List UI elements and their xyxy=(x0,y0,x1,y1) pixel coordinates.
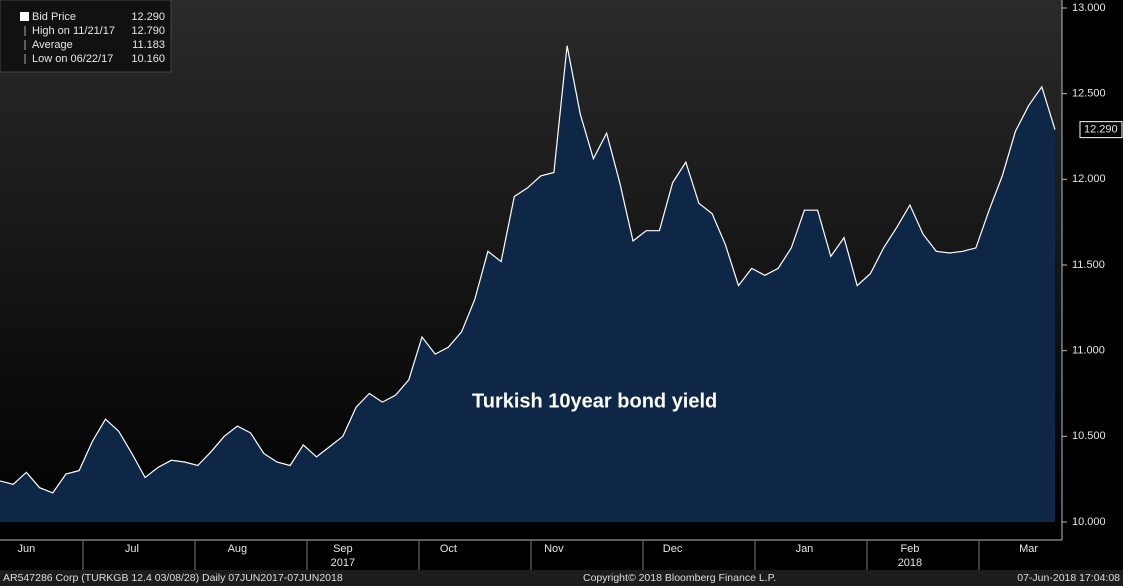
x-tick-label: Dec xyxy=(663,543,683,555)
x-tick-label: Sep xyxy=(333,543,353,555)
last-value-label: 12.290 xyxy=(1084,124,1118,136)
annotation: Turkish 10year bond yield xyxy=(472,390,717,412)
y-tick-label: 13.000 xyxy=(1072,2,1106,14)
y-tick-label: 10.000 xyxy=(1072,516,1106,528)
x-tick-label: Oct xyxy=(440,543,457,555)
footer-timestamp: 07-Jun-2018 17:04:08 xyxy=(1017,572,1120,584)
legend-value: 12.290 xyxy=(131,11,165,23)
last-value-box xyxy=(1079,121,1123,139)
area xyxy=(0,45,1055,522)
y-tick-label: 11.500 xyxy=(1072,259,1105,271)
legend-swatch xyxy=(20,12,29,21)
legend-label: High on 11/21/17 xyxy=(32,25,115,37)
x-tick-label: Mar xyxy=(1019,543,1038,555)
footer-bar xyxy=(0,570,1123,586)
footer-left: AR547286 Corp (TURKGB 12.4 03/08/28) Dai… xyxy=(3,572,343,584)
legend-value: 10.160 xyxy=(131,53,165,65)
footer-copyright: Copyright© 2018 Bloomberg Finance L.P. xyxy=(583,572,776,584)
y-tick-label: 12.000 xyxy=(1072,173,1106,185)
x-tick-label: Feb xyxy=(900,543,919,555)
x-tick-label: Jun xyxy=(18,543,36,555)
legend-label: Low on 06/22/17 xyxy=(32,53,113,65)
y-tick-label: 11.000 xyxy=(1072,345,1105,357)
legend-label: Average xyxy=(32,39,73,51)
legend-value: 11.183 xyxy=(132,39,165,51)
x-tick-label: Jul xyxy=(125,543,139,555)
x-tick-label: Nov xyxy=(544,543,564,555)
y-tick-label: 12.500 xyxy=(1072,88,1106,100)
x-year-label: 2018 xyxy=(898,557,922,569)
x-year-label: 2017 xyxy=(331,557,355,569)
x-tick-label: Jan xyxy=(796,543,814,555)
legend-label: Bid Price xyxy=(32,11,76,23)
legend-value: 12.790 xyxy=(131,25,165,37)
x-tick-label: Aug xyxy=(228,543,248,555)
line xyxy=(0,45,1056,494)
y-tick-label: 10.500 xyxy=(1072,430,1106,442)
